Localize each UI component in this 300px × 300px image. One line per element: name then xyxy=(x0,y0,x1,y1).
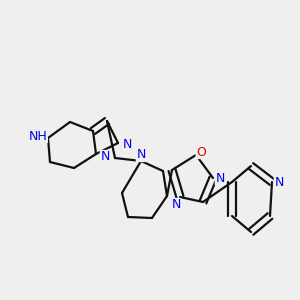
Text: N: N xyxy=(215,172,225,184)
Text: O: O xyxy=(196,146,206,158)
Text: N: N xyxy=(122,139,132,152)
Text: N: N xyxy=(136,148,146,161)
Text: N: N xyxy=(171,199,181,212)
Text: N: N xyxy=(274,176,284,188)
Text: NH: NH xyxy=(28,130,47,142)
Text: N: N xyxy=(100,151,110,164)
